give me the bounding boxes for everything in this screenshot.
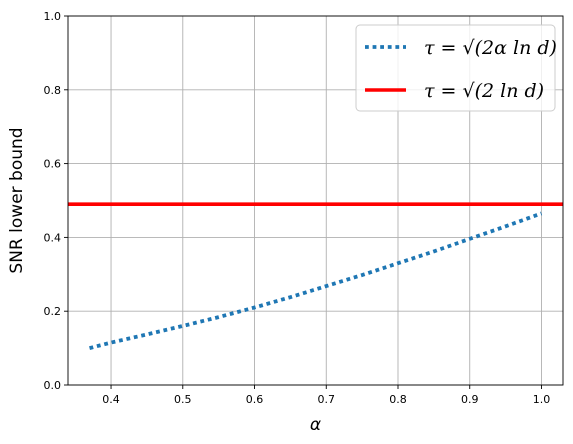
- x-tick-label: 1.0: [533, 393, 551, 406]
- y-tick-label: 0.2: [44, 305, 62, 318]
- y-axis-label: SNR lower bound: [7, 127, 27, 273]
- series-layer: [68, 202, 563, 350]
- y-tick-label: 0.6: [44, 158, 62, 171]
- x-tick-label: 0.9: [461, 393, 479, 406]
- x-axis-label: α: [310, 415, 321, 435]
- plot-frame: [67, 15, 564, 386]
- y-tick-label: 0.4: [44, 231, 62, 244]
- y-tick-label: 0.8: [44, 84, 62, 97]
- x-tick-label: 0.5: [174, 393, 192, 406]
- legend-label-1: τ = √(2α ln d): [424, 37, 557, 59]
- x-tick-label: 0.8: [389, 393, 407, 406]
- x-axis-ticks: 0.4 0.5 0.6 0.7 0.8 0.9 1.0: [102, 385, 550, 406]
- x-tick-label: 0.4: [102, 393, 120, 406]
- legend: τ = √(2α ln d) τ = √(2 ln d): [355, 24, 557, 112]
- y-tick-label: 0.0: [44, 379, 62, 392]
- legend-label-2: τ = √(2 ln d): [424, 80, 544, 102]
- x-tick-label: 0.7: [318, 393, 336, 406]
- x-tick-label: 0.6: [246, 393, 264, 406]
- y-axis-ticks: 0.0 0.2 0.4 0.6 0.8 1.0: [44, 10, 68, 392]
- series-line-1: [89, 211, 543, 350]
- y-tick-label: 1.0: [44, 10, 62, 23]
